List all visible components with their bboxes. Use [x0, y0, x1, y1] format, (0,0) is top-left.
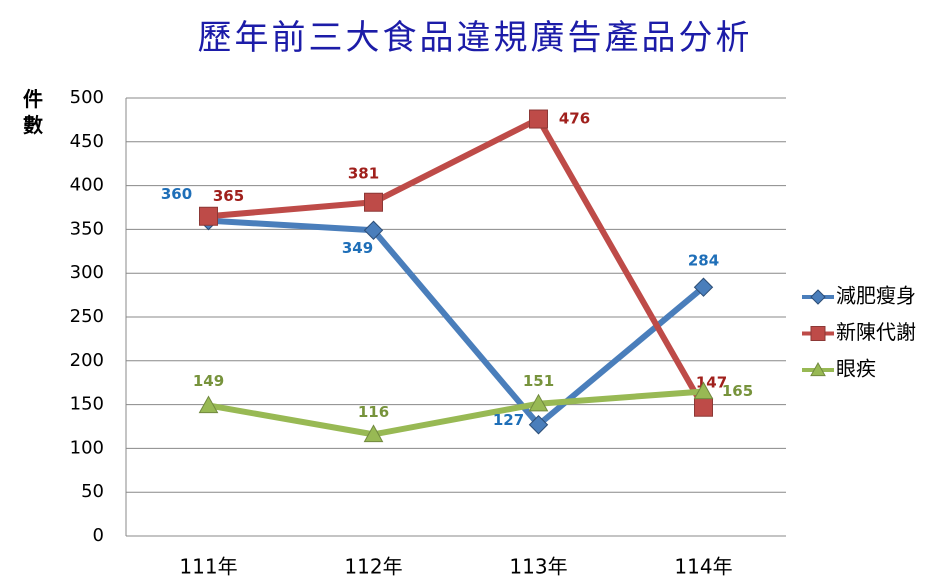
data-label: 284	[688, 252, 719, 270]
marker	[694, 397, 713, 417]
y-tick-label: 300	[70, 262, 104, 283]
chart-title: 歷年前三大食品違規廣告產品分析	[198, 18, 753, 58]
series-line	[208, 217, 706, 428]
marker	[363, 220, 384, 240]
y-tick-label: 400	[70, 175, 104, 196]
data-label: 127	[493, 411, 524, 429]
x-tick-label: 111年	[179, 555, 237, 579]
x-tick-label: 112年	[344, 555, 402, 579]
marker	[528, 393, 549, 412]
y-tick-label: 450	[70, 131, 104, 152]
marker	[199, 206, 218, 226]
marker	[363, 424, 384, 443]
data-label: 116	[358, 403, 389, 421]
data-label: 381	[348, 165, 379, 183]
marker	[529, 109, 548, 129]
y-tick-label: 100	[70, 437, 104, 458]
series-line	[208, 116, 707, 409]
marker	[810, 289, 826, 305]
legend-label: 眼疾	[836, 357, 876, 381]
y-tick-label: 500	[70, 87, 104, 108]
x-tick-label: 114年	[674, 555, 732, 579]
marker	[364, 192, 383, 212]
data-label: 360	[161, 185, 192, 203]
data-label: 151	[523, 372, 554, 390]
marker	[693, 277, 714, 297]
legend-label: 新陳代謝	[836, 320, 916, 344]
marker	[810, 361, 826, 377]
y-tick-label: 50	[81, 481, 104, 502]
y-axis-label: 件數	[23, 87, 43, 137]
y-tick-label: 250	[70, 306, 104, 327]
data-label: 349	[342, 239, 373, 257]
series-line	[207, 388, 704, 438]
marker	[198, 395, 219, 414]
data-label: 165	[722, 382, 753, 400]
y-tick-label: 350	[70, 218, 104, 239]
marker	[810, 326, 826, 341]
y-tick-label: 150	[70, 394, 104, 415]
y-tick-label: 200	[70, 350, 104, 371]
data-label: 149	[193, 372, 224, 390]
marker	[528, 415, 549, 435]
legend-label: 減肥瘦身	[836, 284, 916, 308]
data-label: 476	[559, 110, 590, 128]
marker	[693, 381, 714, 400]
data-label: 365	[213, 187, 244, 205]
x-tick-label: 113年	[509, 555, 567, 579]
y-tick-label: 0	[93, 525, 104, 546]
